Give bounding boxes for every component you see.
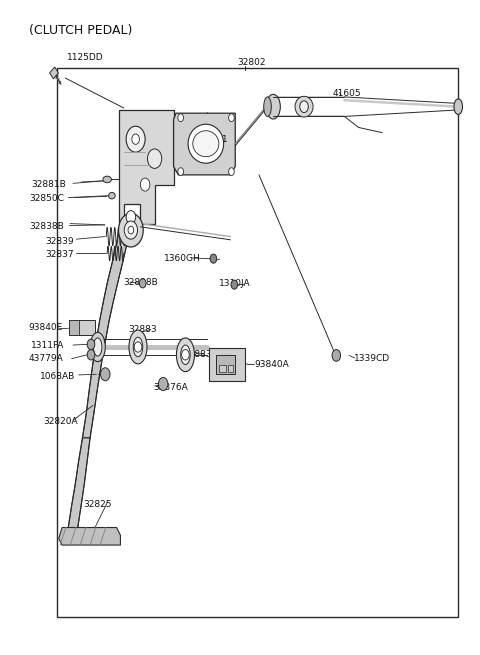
- Text: 1360GH: 1360GH: [164, 254, 201, 263]
- Ellipse shape: [454, 99, 463, 115]
- Text: 41651: 41651: [200, 135, 228, 143]
- Text: 1310JA: 1310JA: [219, 280, 250, 288]
- Circle shape: [210, 254, 217, 263]
- Circle shape: [128, 226, 134, 234]
- Text: 32838B: 32838B: [124, 278, 158, 287]
- Ellipse shape: [133, 337, 143, 357]
- Circle shape: [178, 168, 183, 176]
- Text: 32802: 32802: [238, 58, 266, 67]
- Circle shape: [87, 350, 95, 360]
- Circle shape: [134, 342, 142, 352]
- Ellipse shape: [94, 338, 102, 356]
- Bar: [209, 348, 245, 381]
- Text: 32825: 32825: [84, 500, 112, 509]
- Text: 32850C: 32850C: [29, 195, 64, 204]
- Ellipse shape: [177, 338, 194, 371]
- Circle shape: [228, 114, 234, 122]
- Ellipse shape: [103, 176, 111, 183]
- Polygon shape: [49, 67, 59, 79]
- Circle shape: [147, 149, 162, 168]
- Circle shape: [87, 339, 95, 350]
- Polygon shape: [68, 438, 90, 527]
- Circle shape: [119, 213, 143, 247]
- Bar: [69, 320, 96, 335]
- Text: 1339CD: 1339CD: [354, 354, 390, 362]
- Text: 32839: 32839: [46, 236, 74, 246]
- Circle shape: [332, 350, 341, 362]
- Ellipse shape: [264, 97, 271, 117]
- Bar: [216, 355, 235, 374]
- Polygon shape: [119, 110, 174, 223]
- Text: 43779A: 43779A: [29, 354, 64, 363]
- Text: 32883: 32883: [129, 325, 157, 334]
- Circle shape: [178, 114, 183, 122]
- Polygon shape: [174, 113, 235, 175]
- Ellipse shape: [266, 94, 280, 119]
- Circle shape: [228, 168, 234, 176]
- Text: 1125DD: 1125DD: [67, 54, 104, 62]
- Ellipse shape: [295, 96, 313, 117]
- Text: 32881B: 32881B: [31, 180, 66, 189]
- Polygon shape: [83, 223, 130, 438]
- Bar: [219, 365, 226, 371]
- Ellipse shape: [180, 345, 190, 365]
- Text: 1068AB: 1068AB: [40, 371, 75, 381]
- Text: 41605: 41605: [333, 89, 361, 98]
- Bar: [57, 67, 458, 616]
- Text: 1311FA: 1311FA: [31, 341, 65, 350]
- Ellipse shape: [129, 330, 147, 364]
- Circle shape: [124, 221, 137, 239]
- Circle shape: [100, 367, 110, 381]
- Bar: [228, 365, 233, 371]
- Text: 32837: 32837: [46, 250, 74, 259]
- Circle shape: [139, 279, 146, 288]
- Text: 93840A: 93840A: [254, 360, 289, 369]
- Text: 32883: 32883: [183, 350, 212, 359]
- Circle shape: [231, 280, 238, 290]
- Ellipse shape: [90, 332, 105, 362]
- Circle shape: [158, 377, 168, 390]
- Text: 32876A: 32876A: [154, 383, 189, 392]
- Bar: [69, 320, 79, 335]
- Ellipse shape: [188, 124, 224, 163]
- Text: 32820A: 32820A: [43, 417, 78, 426]
- Polygon shape: [59, 527, 120, 545]
- Circle shape: [126, 126, 145, 152]
- Circle shape: [181, 350, 189, 360]
- Text: 93840E: 93840E: [29, 323, 63, 332]
- Text: 32838B: 32838B: [29, 222, 64, 231]
- Ellipse shape: [300, 101, 308, 113]
- Circle shape: [140, 178, 150, 191]
- Text: (CLUTCH PEDAL): (CLUTCH PEDAL): [29, 24, 132, 37]
- Ellipse shape: [193, 131, 219, 157]
- Circle shape: [126, 211, 136, 223]
- Circle shape: [132, 134, 139, 144]
- Ellipse shape: [108, 193, 115, 199]
